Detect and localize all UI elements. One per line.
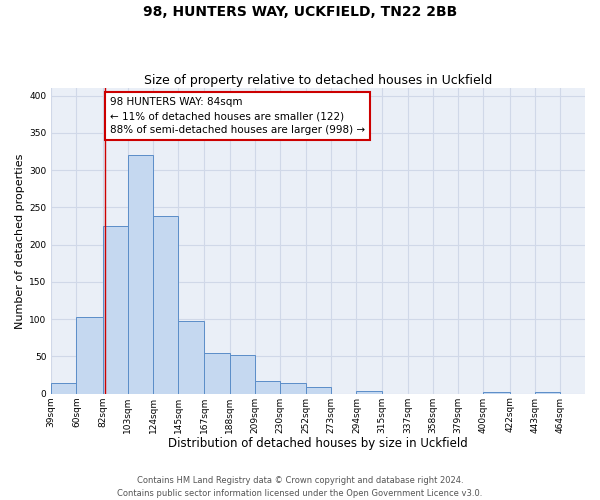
Bar xyxy=(306,387,331,394)
Bar xyxy=(255,381,280,394)
Bar xyxy=(178,322,205,394)
Bar xyxy=(205,352,230,394)
Bar xyxy=(356,392,382,394)
Title: Size of property relative to detached houses in Uckfield: Size of property relative to detached ho… xyxy=(144,74,492,87)
Y-axis label: Number of detached properties: Number of detached properties xyxy=(15,153,25,328)
Bar xyxy=(535,392,560,394)
Bar xyxy=(51,383,76,394)
Bar xyxy=(280,382,306,394)
Text: 98, HUNTERS WAY, UCKFIELD, TN22 2BB: 98, HUNTERS WAY, UCKFIELD, TN22 2BB xyxy=(143,5,457,19)
Text: Contains HM Land Registry data © Crown copyright and database right 2024.
Contai: Contains HM Land Registry data © Crown c… xyxy=(118,476,482,498)
Bar xyxy=(128,155,153,394)
Bar xyxy=(76,317,103,394)
Bar xyxy=(103,226,128,394)
X-axis label: Distribution of detached houses by size in Uckfield: Distribution of detached houses by size … xyxy=(168,437,468,450)
Bar xyxy=(153,216,178,394)
Text: 98 HUNTERS WAY: 84sqm
← 11% of detached houses are smaller (122)
88% of semi-det: 98 HUNTERS WAY: 84sqm ← 11% of detached … xyxy=(110,97,365,135)
Bar xyxy=(483,392,509,394)
Bar xyxy=(230,355,255,394)
